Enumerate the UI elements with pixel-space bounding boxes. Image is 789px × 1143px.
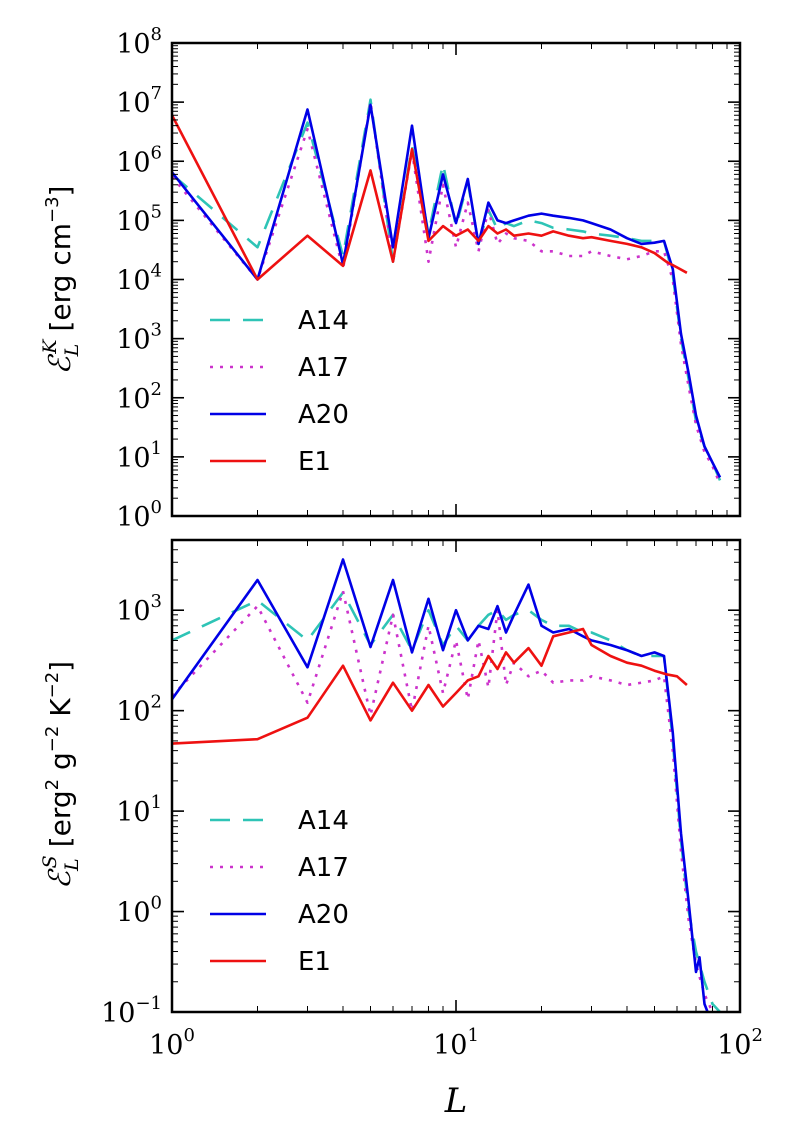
top-ylabel-units: [erg cm	[44, 223, 77, 332]
bottom-series-group	[172, 558, 721, 1012]
bottom-ylabel-K: K	[44, 698, 77, 726]
top-series-e1-line	[172, 114, 688, 281]
bottom-ylabel-exp1: 2	[42, 779, 63, 790]
top-ylabel-units-exponent: −3	[42, 196, 63, 223]
bottom-ylabel-close: ]	[44, 661, 77, 672]
bottom-x-tick-label: 100	[149, 1025, 195, 1061]
bottom-ylabel-g: g	[44, 752, 77, 779]
top-ylabel-subscript: L	[61, 344, 83, 358]
top-legend: A14 A17 A20 E1	[210, 306, 349, 477]
top-series-group	[172, 98, 722, 485]
top-y-tick-label: 107	[116, 83, 162, 119]
top-ylabel-superscript: K	[39, 338, 61, 355]
bottom-ylabel-exp2: −2	[42, 726, 63, 753]
top-legend-label-e1: E1	[298, 447, 331, 477]
top-y-tick-label: 100	[116, 497, 162, 533]
bottom-ylabel-exp3: −2	[42, 672, 63, 699]
bottom-y-tick-label: 102	[116, 692, 162, 728]
bottom-legend: A14 A17 A20 E1	[210, 806, 349, 977]
bottom-legend-label-a17: A17	[298, 853, 349, 883]
bottom-legend-label-e1: E1	[298, 947, 331, 977]
bottom-series-a17-line	[172, 589, 715, 1012]
top-legend-label-a20: A20	[298, 400, 349, 430]
top-series-a20-line	[172, 103, 722, 478]
bottom-y-tick-label: 10−1	[101, 993, 162, 1029]
bottom-y-axis-label: ℰLS[erg2 g−2 K−2]	[39, 661, 83, 889]
bottom-series-e1-line	[172, 627, 688, 745]
x-axis-label: L	[444, 1081, 468, 1121]
top-panel: 100 101 102 103 104 105 106 107 108 A14 A17 A20 E1	[116, 24, 742, 533]
top-y-tick-label: 104	[116, 261, 162, 297]
top-y-tick-label: 105	[116, 201, 162, 237]
top-series-a14-line	[172, 98, 722, 481]
top-legend-label-a17: A17	[298, 353, 349, 383]
top-y-tick-label: 102	[116, 379, 162, 415]
bottom-ylabel-subscript: L	[61, 858, 83, 872]
top-y-axis-label: ℰLK [erg cm−3]	[39, 186, 83, 375]
top-legend-label-a14: A14	[298, 306, 349, 336]
bottom-y-tick-label: 100	[116, 893, 162, 929]
bottom-ylabel-units: [erg	[44, 790, 77, 847]
top-y-tick-label: 106	[116, 142, 162, 178]
bottom-y-tick-label: 101	[116, 792, 162, 828]
bottom-ylabel-superscript: S	[39, 855, 61, 868]
top-series-a17-line	[172, 100, 722, 485]
top-ylabel-symbol: ℰ	[43, 354, 78, 375]
top-y-tick-label: 101	[116, 438, 162, 474]
bottom-y-tick-label: 103	[116, 591, 162, 627]
bottom-ylabel-symbol: ℰ	[43, 868, 78, 889]
top-y-tick-label: 108	[116, 24, 162, 60]
top-ylabel-close: ]	[44, 186, 77, 197]
bottom-legend-label-a14: A14	[298, 806, 349, 836]
bottom-x-tick-label: 101	[433, 1025, 479, 1061]
top-y-tick-label: 103	[116, 320, 162, 356]
bottom-series-a20-line	[172, 558, 710, 1012]
bottom-x-tick-label: 102	[717, 1025, 763, 1061]
bottom-legend-label-a20: A20	[298, 900, 349, 930]
